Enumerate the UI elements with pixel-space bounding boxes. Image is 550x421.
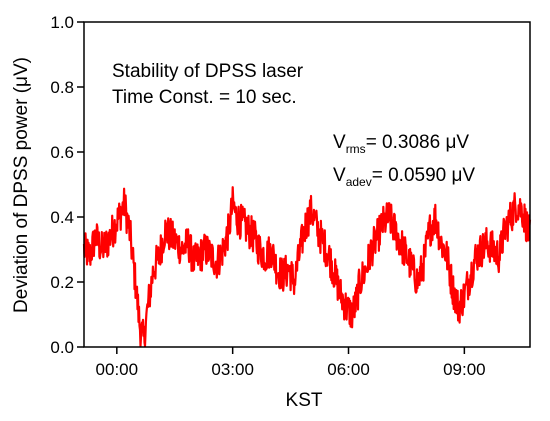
y-tick-label: 0.0: [50, 338, 74, 357]
annotation-vrms: Vrms= 0.3086 μV: [333, 132, 469, 156]
y-axis-title: Deviation of DPSS power (μV): [11, 57, 32, 313]
x-tick-label: 09:00: [443, 360, 486, 379]
annotation-time-constant: Time Const. = 10 sec.: [112, 87, 297, 108]
y-tick-label: 1.0: [50, 13, 74, 32]
y-tick-label: 0.8: [50, 78, 74, 97]
x-tick-label: 03:00: [211, 360, 254, 379]
annotation-title: Stability of DPSS laser: [112, 61, 304, 82]
y-tick-label: 0.6: [50, 143, 74, 162]
y-tick-labels: 0.0 0.2 0.4 0.6 0.8 1.0: [50, 13, 74, 357]
vrms-subscript: rms: [346, 142, 366, 156]
y-tick-label: 0.2: [50, 273, 74, 292]
x-tick-labels: 00:00 03:00 06:00 09:00: [96, 360, 486, 379]
plot-frame: [83, 21, 531, 348]
x-axis-title: KST: [286, 390, 323, 411]
x-tick-label: 00:00: [96, 360, 139, 379]
vadev-value: = 0.0590 μV: [372, 165, 476, 186]
x-tick-label: 06:00: [327, 360, 370, 379]
vadev-subscript: adev: [346, 175, 372, 189]
y-tick-label: 0.4: [50, 208, 74, 227]
series-line: [82, 186, 532, 348]
vadev-symbol: V: [333, 165, 346, 186]
vrms-value: = 0.3086 μV: [366, 132, 470, 153]
vrms-symbol: V: [333, 132, 346, 153]
annotation-vadev: Vadev= 0.0590 μV: [333, 165, 475, 189]
tick-marks: [77, 21, 466, 354]
